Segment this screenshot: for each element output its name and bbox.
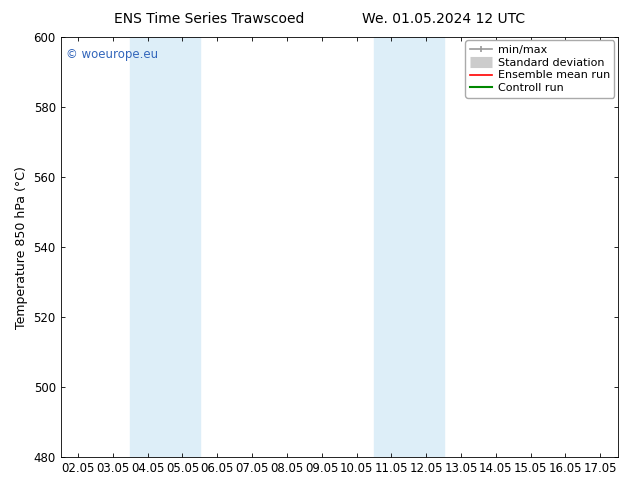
Text: ENS Time Series Trawscoed: ENS Time Series Trawscoed: [114, 12, 304, 26]
Bar: [374, 37, 444, 457]
Legend: min/max, Standard deviation, Ensemble mean run, Controll run: min/max, Standard deviation, Ensemble me…: [465, 41, 614, 98]
Bar: [130, 37, 200, 457]
Text: © woeurope.eu: © woeurope.eu: [66, 48, 158, 61]
Y-axis label: Temperature 850 hPa (°C): Temperature 850 hPa (°C): [15, 166, 28, 329]
Text: We. 01.05.2024 12 UTC: We. 01.05.2024 12 UTC: [362, 12, 526, 26]
